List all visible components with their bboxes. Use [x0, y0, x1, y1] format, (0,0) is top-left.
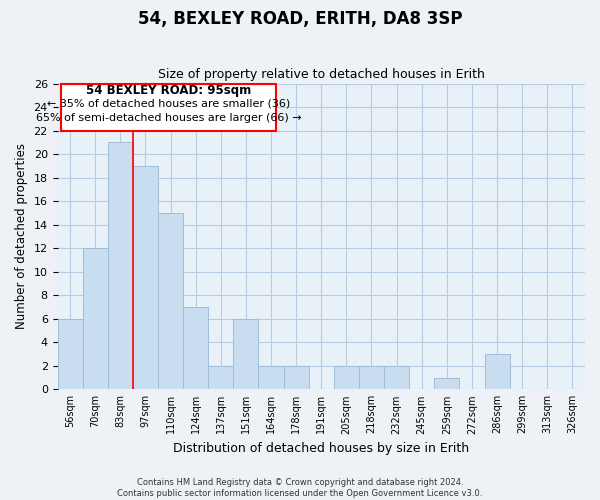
FancyBboxPatch shape [61, 84, 276, 130]
Text: ← 35% of detached houses are smaller (36): ← 35% of detached houses are smaller (36… [47, 98, 290, 108]
Bar [485, 354, 509, 390]
Bar [259, 366, 284, 390]
Bar [434, 378, 460, 390]
Bar [359, 366, 384, 390]
Bar [284, 366, 309, 390]
Bar [334, 366, 359, 390]
Bar [384, 366, 409, 390]
Text: 54 BEXLEY ROAD: 95sqm: 54 BEXLEY ROAD: 95sqm [86, 84, 251, 97]
Y-axis label: Number of detached properties: Number of detached properties [15, 144, 28, 330]
Bar [108, 142, 133, 390]
Bar [208, 366, 233, 390]
Bar [58, 318, 83, 390]
Text: Contains HM Land Registry data © Crown copyright and database right 2024.
Contai: Contains HM Land Registry data © Crown c… [118, 478, 482, 498]
Bar [233, 318, 259, 390]
Bar [83, 248, 108, 390]
Bar [133, 166, 158, 390]
Text: 65% of semi-detached houses are larger (66) →: 65% of semi-detached houses are larger (… [36, 112, 301, 122]
Bar [183, 307, 208, 390]
Bar [158, 213, 183, 390]
X-axis label: Distribution of detached houses by size in Erith: Distribution of detached houses by size … [173, 442, 469, 455]
Title: Size of property relative to detached houses in Erith: Size of property relative to detached ho… [158, 68, 485, 81]
Text: 54, BEXLEY ROAD, ERITH, DA8 3SP: 54, BEXLEY ROAD, ERITH, DA8 3SP [138, 10, 462, 28]
